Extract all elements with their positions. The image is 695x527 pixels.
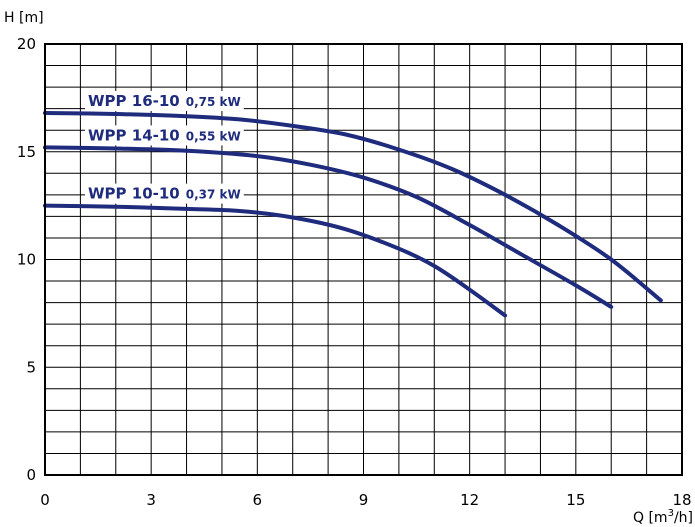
tick-labels: 0 3 6 9 12 15 18 0 5 10 15 20 bbox=[17, 35, 692, 509]
x-tick-label: 6 bbox=[253, 491, 263, 509]
curve-label-background bbox=[85, 183, 244, 204]
curve-wpp-10-10 bbox=[43, 203, 508, 318]
x-tick-label: 9 bbox=[359, 491, 369, 509]
x-tick-label: 18 bbox=[672, 491, 691, 509]
y-tick-label: 5 bbox=[26, 358, 36, 376]
curve-label-name: WPP 16-10 bbox=[88, 92, 180, 110]
curve-label-wpp-14-10: WPP 14-10 0,55 kW bbox=[88, 126, 241, 144]
curve-wpp-16-10 bbox=[43, 111, 663, 303]
x-tick-label: 0 bbox=[40, 491, 50, 509]
plot-frame bbox=[44, 43, 683, 476]
curve-wpp-14-10 bbox=[43, 145, 614, 309]
pump-curves bbox=[43, 111, 663, 318]
y-tick-label: 0 bbox=[26, 466, 36, 484]
y-axis-label: H [m] bbox=[4, 10, 44, 26]
curve-labels: WPP 16-10 0,75 kW WPP 14-10 0,55 kW WPP 10-1… bbox=[85, 90, 244, 204]
x-axis-label-suffix: /h] bbox=[674, 510, 693, 526]
y-tick-label: 10 bbox=[17, 251, 36, 269]
curve-label-name: WPP 10-10 bbox=[88, 185, 180, 203]
x-tick-label: 12 bbox=[460, 491, 479, 509]
curve-label-power: 0,55 kW bbox=[186, 129, 241, 143]
curve-label-power: 0,75 kW bbox=[186, 95, 241, 109]
x-axis-label-prefix: Q [m bbox=[633, 510, 668, 526]
curve-label-power: 0,37 kW bbox=[186, 188, 241, 202]
y-tick-label: 20 bbox=[17, 35, 36, 53]
curve-label-background bbox=[85, 90, 244, 111]
x-axis-label: Q [m3/h] bbox=[633, 508, 693, 526]
curve-label-name: WPP 14-10 bbox=[88, 126, 180, 144]
curve-label-wpp-16-10: WPP 16-10 0,75 kW bbox=[88, 92, 241, 110]
x-tick-label: 15 bbox=[566, 491, 585, 509]
x-axis-label-superscript: 3 bbox=[668, 508, 674, 519]
curve-label-background bbox=[85, 125, 244, 146]
curve-label-wpp-10-10: WPP 10-10 0,37 kW bbox=[88, 185, 241, 203]
x-tick-label: 3 bbox=[146, 491, 156, 509]
grid bbox=[45, 44, 682, 475]
y-tick-label: 15 bbox=[17, 143, 36, 161]
